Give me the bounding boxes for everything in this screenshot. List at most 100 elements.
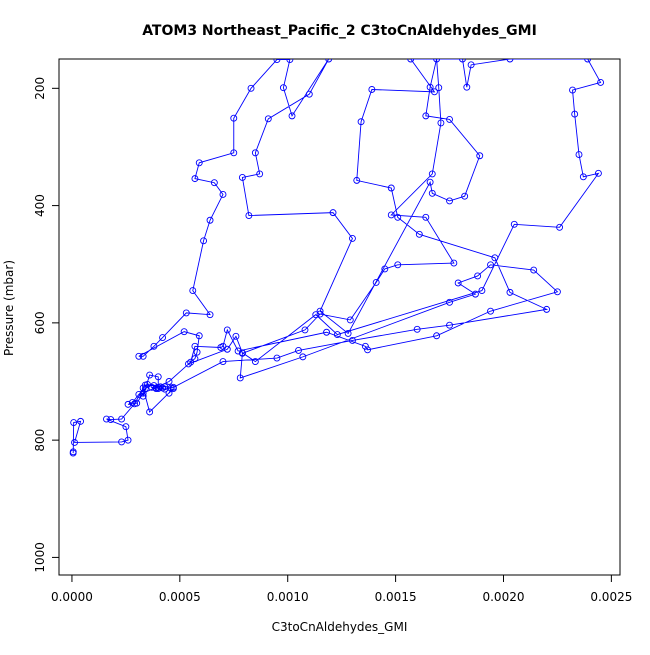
series-line: [72, 59, 602, 454]
series-layer: [69, 59, 605, 457]
data-point: [323, 328, 330, 336]
x-tick-label: 0.0000: [51, 590, 93, 604]
data-point: [594, 169, 602, 177]
data-point: [325, 59, 333, 63]
data-point: [372, 278, 380, 286]
y-axis-title: Pressure (mbar): [2, 260, 16, 356]
x-tick-label: 0.0005: [159, 590, 201, 604]
data-point: [251, 149, 259, 157]
data-point: [206, 216, 214, 224]
data-point: [195, 332, 203, 340]
data-point: [579, 173, 587, 181]
data-point: [185, 360, 192, 368]
data-point: [454, 279, 462, 287]
data-point: [433, 332, 441, 340]
data-point: [569, 86, 576, 94]
data-point: [165, 389, 173, 397]
data-point: [506, 288, 514, 296]
data-point: [70, 419, 78, 426]
data-point: [471, 290, 479, 298]
data-point: [413, 325, 421, 333]
data-point: [361, 342, 369, 350]
data-point: [182, 309, 190, 317]
data-point: [139, 352, 147, 360]
data-point: [122, 423, 130, 431]
data-point: [461, 192, 469, 200]
data-point: [191, 175, 199, 183]
data-point: [217, 344, 225, 351]
data-point: [148, 383, 156, 391]
data-point: [230, 149, 238, 157]
data-point: [415, 230, 423, 238]
data-point: [364, 346, 371, 354]
data-point: [349, 337, 356, 344]
data-point: [357, 118, 365, 126]
x-tick-label: 0.0025: [590, 590, 632, 604]
data-point: [152, 384, 160, 392]
data-point: [146, 371, 154, 379]
data-point: [463, 83, 471, 91]
data-point: [428, 170, 436, 178]
data-point: [426, 83, 434, 91]
data-point: [139, 384, 147, 392]
data-point: [118, 415, 126, 423]
data-point: [288, 112, 296, 120]
data-point: [219, 358, 227, 366]
data-point: [387, 211, 395, 219]
data-point: [394, 213, 402, 221]
data-point: [169, 385, 177, 392]
data-point: [301, 326, 309, 334]
data-point: [381, 265, 389, 273]
data-point: [200, 237, 208, 245]
data-point: [154, 373, 162, 381]
data-point: [487, 307, 494, 315]
data-point: [556, 223, 564, 231]
y-tick-label: 800: [33, 429, 47, 452]
data-point: [450, 259, 458, 267]
data-point: [575, 151, 583, 159]
data-point: [422, 213, 430, 221]
data-point: [234, 347, 242, 355]
data-point: [510, 220, 518, 228]
data-point: [349, 234, 356, 242]
data-point: [394, 261, 402, 269]
data-point: [426, 178, 434, 186]
data-point: [107, 416, 115, 424]
data-point: [344, 329, 352, 337]
data-point: [71, 439, 78, 446]
data-point: [245, 212, 253, 220]
data-point: [543, 305, 551, 313]
x-tick-label: 0.0010: [267, 590, 309, 604]
data-point: [346, 316, 354, 324]
data-point: [210, 179, 218, 187]
data-point: [191, 355, 199, 363]
data-point: [446, 298, 453, 306]
data-point: [273, 59, 281, 64]
data-point: [316, 307, 324, 315]
data-point: [476, 152, 484, 160]
data-point: [353, 176, 361, 184]
y-tick-label: 600: [33, 311, 47, 334]
data-point: [223, 326, 231, 334]
data-point: [180, 328, 188, 336]
data-point: [435, 84, 443, 92]
data-point: [387, 184, 395, 192]
x-axis-title: C3toCnAldehydes_GMI: [272, 620, 408, 634]
data-point: [264, 115, 272, 123]
data-point: [312, 311, 320, 319]
data-point: [428, 189, 436, 197]
chart-title: ATOM3 Northeast_Pacific_2 C3toCnAldehyde…: [142, 23, 537, 39]
data-point: [139, 392, 147, 400]
data-point: [571, 110, 579, 118]
data-point: [491, 254, 499, 262]
data-point: [124, 400, 132, 408]
data-point: [316, 310, 324, 318]
data-point: [553, 288, 561, 296]
data-point: [135, 390, 143, 398]
data-point: [437, 119, 445, 127]
x-tick-label: 0.0015: [375, 590, 417, 604]
data-point: [251, 358, 259, 366]
data-point: [230, 114, 238, 122]
y-tick-label: 400: [33, 194, 47, 217]
